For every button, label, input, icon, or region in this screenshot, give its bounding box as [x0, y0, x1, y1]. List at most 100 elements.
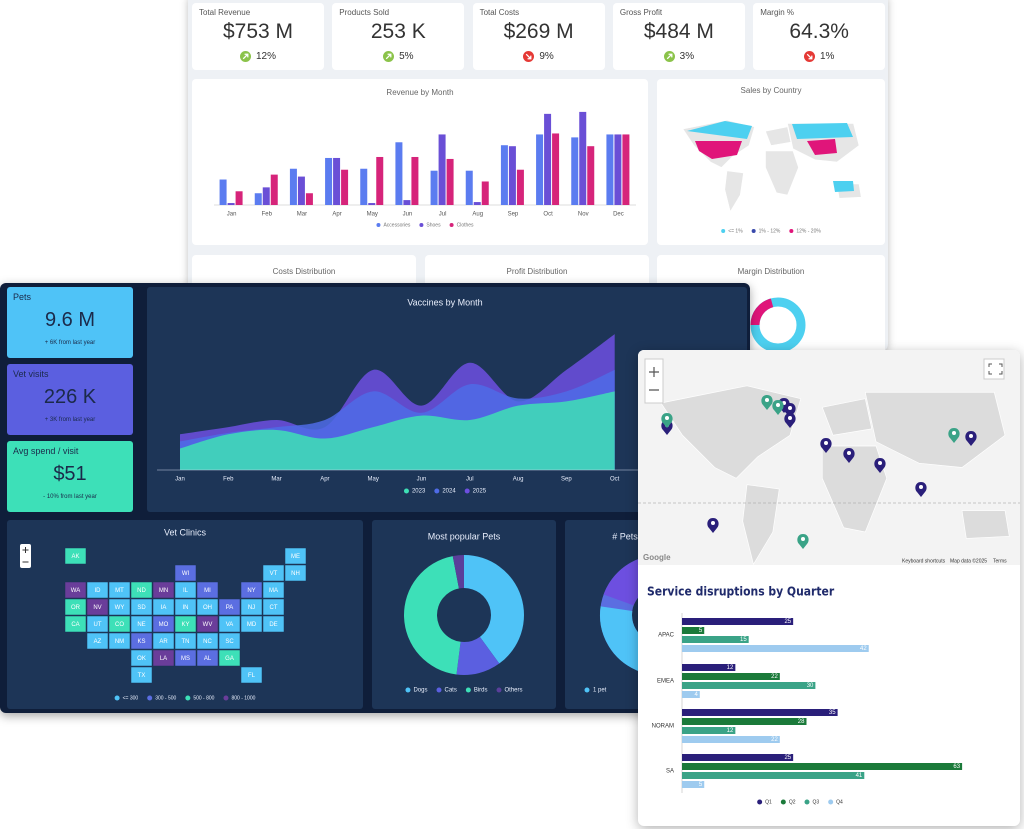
state-tile [152, 615, 175, 633]
value-label: 5 [699, 628, 703, 634]
state-label: OK [137, 656, 146, 662]
legend-label: Q3 [813, 799, 820, 805]
kpi-label: Gross Profit [619, 8, 663, 17]
x-tick-label: Feb [223, 477, 234, 483]
pie-slice [452, 555, 464, 589]
state-label: MO [159, 622, 169, 628]
state-tile [86, 632, 109, 650]
state-label: IA [161, 605, 167, 611]
bar [682, 636, 749, 643]
state-label: CT [270, 605, 278, 611]
state-label: SC [225, 639, 234, 645]
legend-swatch [114, 695, 120, 701]
kpi-card: Total Revenue $753 M 12% [192, 3, 324, 70]
state-label: IN [183, 605, 189, 611]
bar [682, 627, 705, 634]
region [695, 141, 742, 159]
kpi-value: $484 M [643, 20, 714, 43]
bar [682, 754, 794, 761]
kpi-change-value: 9% [539, 51, 554, 62]
bar [614, 134, 622, 205]
legend-swatch [804, 799, 810, 805]
state-tile [152, 632, 175, 650]
map-footer-link[interactable]: Keyboard shortcuts [902, 558, 946, 564]
x-tick-label: Oct [610, 477, 620, 483]
state-label: ND [137, 588, 146, 594]
trend-arrow [806, 53, 813, 60]
disruptions-chart: Service disruptions by Quarter APAC 25 5 15… [647, 585, 963, 805]
state-label: MI [204, 588, 211, 594]
zoom-icons [649, 367, 659, 391]
legend-swatch [405, 687, 411, 693]
x-tick-label: May [367, 212, 378, 218]
legend-label: 1% - 12% [759, 228, 781, 234]
kpi-change-value: 5% [399, 51, 414, 62]
state-tile [130, 666, 153, 684]
bar [544, 113, 552, 205]
x-tick-label: Apr [332, 212, 341, 218]
state-label: KY [181, 622, 189, 628]
state-tile [174, 615, 197, 633]
map-footer-text: Map data ©2025 [950, 557, 987, 564]
kpi-card: Pets 9.6 M + 6K from last year [7, 287, 133, 358]
map-footer-link[interactable]: Terms [993, 558, 1007, 564]
x-tick-label: Aug [472, 212, 483, 218]
state-label: WI [182, 571, 190, 577]
legend-label: Clothes [457, 222, 474, 228]
kpi-change-value: 1% [819, 51, 835, 62]
state-tile [240, 615, 263, 633]
bar [682, 645, 869, 652]
bar [682, 664, 736, 671]
state-label: CA [71, 622, 79, 628]
revenue-chart: Revenue by Month Jan Feb Mar Apr May Jun Jul Au… [214, 88, 636, 228]
chart-title: Vet Clinics [164, 527, 207, 537]
state-label: IL [183, 588, 189, 594]
state-tile [174, 581, 197, 599]
legend-swatch [496, 687, 502, 693]
value-label: 4 [694, 692, 698, 698]
state-label: UT [94, 622, 102, 628]
kpi-card: Total Costs $269 M 9% [472, 3, 605, 70]
trend-arrow [526, 53, 532, 60]
legend-swatch [419, 223, 424, 227]
state-tile [174, 649, 197, 667]
legend-swatch [751, 229, 756, 233]
chart-title: Sales by Country [741, 86, 802, 95]
chart-title: Service disruptions by Quarter [647, 585, 835, 599]
pin-map: Google Keyboard shortcuts Map data ©2025… [638, 350, 1020, 565]
bar [219, 179, 227, 205]
x-tick-label: Jul [439, 212, 447, 218]
bar [341, 169, 349, 205]
zoom-control[interactable] [644, 358, 664, 404]
legend-label: 12% - 20% [796, 228, 821, 234]
state-label: KS [137, 639, 145, 645]
state-label: WA [71, 588, 80, 594]
value-label: 30 [807, 683, 814, 689]
state-tile [64, 598, 87, 616]
bar [682, 736, 780, 743]
fullscreen-button[interactable] [983, 358, 1005, 380]
revenue-panel: Revenue by Month Jan Feb Mar Apr May Jun Jul Au… [192, 79, 648, 245]
state-tile [130, 598, 153, 616]
value-label: 22 [771, 737, 778, 743]
legend-label: 500 - 800 [193, 695, 214, 701]
trend-icon [803, 51, 815, 62]
kpi-change: 1% [753, 51, 885, 62]
bar [682, 718, 807, 725]
state-label: LA [160, 656, 167, 662]
region [833, 181, 854, 192]
state-label: AL [204, 656, 212, 662]
bar [403, 200, 411, 205]
bar [333, 157, 341, 205]
area [180, 391, 615, 470]
legend: 2023 2024 2025 [403, 488, 487, 495]
bar [446, 158, 454, 205]
state-tile [284, 564, 307, 582]
bar [325, 157, 333, 205]
state-tile [86, 598, 109, 616]
chart-title: Revenue by Month [386, 88, 453, 97]
legend-swatch [828, 799, 834, 805]
bar [682, 763, 963, 770]
state-label: NH [291, 571, 300, 577]
sales-map-panel: Sales by Country <= 1% 1% - 12% 12% - 20% [657, 79, 885, 245]
